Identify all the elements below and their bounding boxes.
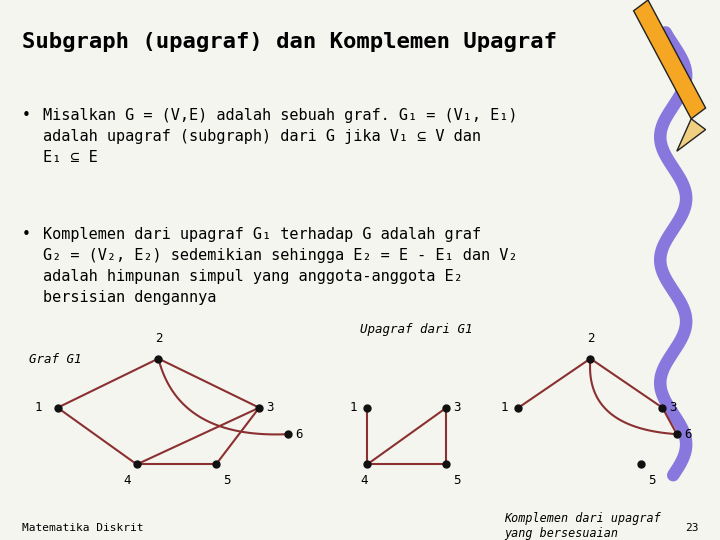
Text: Subgraph (upagraf) dan Komplemen Upagraf: Subgraph (upagraf) dan Komplemen Upagraf	[22, 32, 557, 52]
Text: 5: 5	[223, 474, 230, 487]
Text: 2: 2	[587, 332, 594, 345]
Text: Matematika Diskrit: Matematika Diskrit	[22, 523, 143, 533]
Text: 1: 1	[35, 401, 42, 414]
Text: Komplemen dari upagraf
yang bersesuaian: Komplemen dari upagraf yang bersesuaian	[504, 512, 661, 539]
Text: 1: 1	[501, 401, 508, 414]
Text: 23: 23	[685, 523, 698, 533]
Text: 2: 2	[155, 332, 162, 345]
Text: 3: 3	[266, 401, 274, 414]
Text: 3: 3	[454, 401, 461, 414]
Text: Graf G1: Graf G1	[29, 353, 81, 366]
Text: 1: 1	[350, 401, 357, 414]
Text: 5: 5	[454, 474, 461, 487]
Text: Misalkan G = (V,E) adalah sebuah graf. G₁ = (V₁, E₁)
adalah upagraf (subgraph) d: Misalkan G = (V,E) adalah sebuah graf. G…	[43, 108, 518, 165]
Polygon shape	[634, 0, 706, 119]
Text: Upagraf dari G1: Upagraf dari G1	[360, 323, 472, 336]
Text: •: •	[22, 108, 30, 123]
Text: 5: 5	[648, 474, 655, 487]
Text: 4: 4	[360, 474, 367, 487]
Text: 3: 3	[670, 401, 677, 414]
Text: 6: 6	[295, 428, 302, 441]
Text: 6: 6	[684, 428, 691, 441]
Text: Komplemen dari upagraf G₁ terhadap G adalah graf
G₂ = (V₂, E₂) sedemikian sehing: Komplemen dari upagraf G₁ terhadap G ada…	[43, 227, 518, 305]
Text: •: •	[22, 227, 30, 242]
Polygon shape	[677, 119, 706, 151]
Text: 4: 4	[123, 474, 130, 487]
